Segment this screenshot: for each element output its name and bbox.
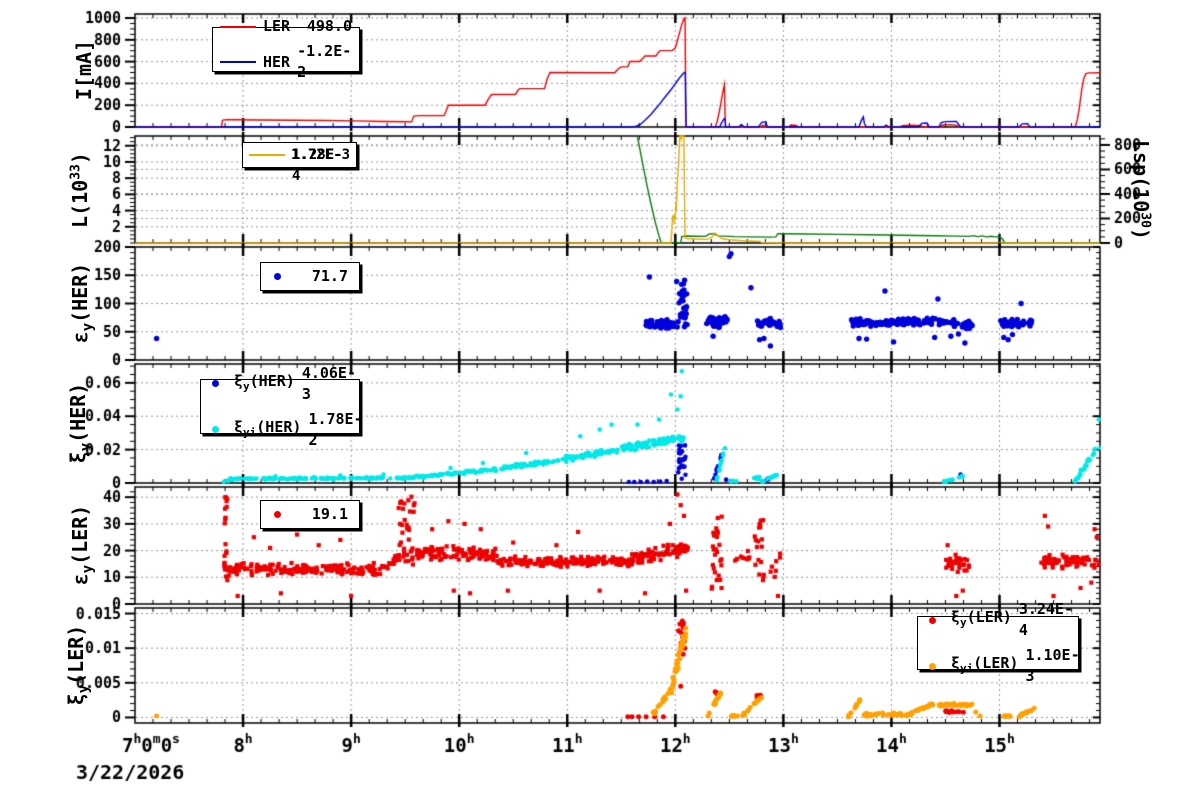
y-axis-label-ey-her: εy(HER) <box>68 262 96 344</box>
legend-row-xiyi-ler: ξyi(LER) 1.10E-3 <box>918 643 1080 689</box>
legend-label: ξyi(LER) <box>951 654 1019 675</box>
legend-row-xiy-ler: ξy(LER) 3.24E-4 <box>918 597 1078 643</box>
legend-label: ξy(HER) <box>234 371 295 393</box>
legend-value: 498.0 <box>306 17 352 35</box>
xiy-her-dot-swatch <box>212 380 219 387</box>
legend-label: ξy(LER) <box>951 608 1012 629</box>
legend-row-ey-ler: 19.1 <box>261 502 359 527</box>
xiyi-ler-dot-swatch <box>929 662 936 670</box>
y-axis-label-xiy-her: ξy(HER) <box>66 382 94 464</box>
ler-line-swatch <box>220 25 256 28</box>
legend-row-ler: LER 498.0 <box>213 14 359 39</box>
y-axis-label-luminosity: L(1033) <box>68 152 92 228</box>
legend-row-her: HER -1.2E-2 <box>213 39 359 85</box>
xiy-ler-dot-swatch <box>929 616 936 624</box>
legend-row-ey-her: 71.7 <box>261 264 359 289</box>
legend-row-xiy-her: ξy(HER) 4.06E-3 <box>201 361 359 407</box>
y-axis-label-specific-luminosity: Lsp(1030) <box>1129 140 1153 240</box>
ey-her-dot-swatch <box>274 273 281 280</box>
legend-label: HER <box>263 52 291 71</box>
legend-row-luminosity: 1.72E-3 1.28E-4 <box>243 145 356 184</box>
legend-value: 1.10E-3 <box>1025 646 1080 685</box>
legend-value: 3.24E-4 <box>1018 600 1073 639</box>
her-line-swatch <box>220 61 256 63</box>
legend-luminosity: 1.72E-3 1.28E-4 <box>242 142 357 184</box>
legend-label: LER <box>263 17 291 35</box>
legend-value-overlapped: 1.72E-3 1.28E-4 <box>291 146 351 184</box>
legend-value: -1.2E-2 <box>297 42 352 81</box>
legend-ey-ler: 19.1 <box>260 500 360 529</box>
ey-ler-dot-swatch <box>274 511 281 518</box>
legend-xiy-her: ξy(HER) 4.06E-3 ξyi(HER) 1.78E-2 <box>200 364 363 449</box>
y-axis-label-ey-ler: εy(LER) <box>68 504 96 586</box>
legend-ey-her: 71.7 <box>260 262 360 291</box>
legend-xiy-ler: ξy(LER) 3.24E-4 ξyi(LER) 1.10E-3 <box>917 600 1080 685</box>
legend-label: ξyi(HER) <box>234 417 302 439</box>
xiyi-her-dot-swatch <box>212 426 219 433</box>
legend-value: 1.78E-2 <box>308 409 363 449</box>
y-axis-label-current: I[mA] <box>72 39 96 101</box>
legend-beam-current: LER 498.0 HER -1.2E-2 <box>212 17 360 81</box>
luminosity-line-swatch <box>249 154 285 156</box>
legend-value: 4.06E-3 <box>301 363 356 403</box>
legend-value: 71.7 <box>311 267 348 285</box>
y-axis-label-xiy-ler: ξy(LER) <box>64 624 92 706</box>
legend-row-xiyi-her: ξyi(HER) 1.78E-2 <box>201 407 363 453</box>
legend-value: 19.1 <box>311 505 348 523</box>
